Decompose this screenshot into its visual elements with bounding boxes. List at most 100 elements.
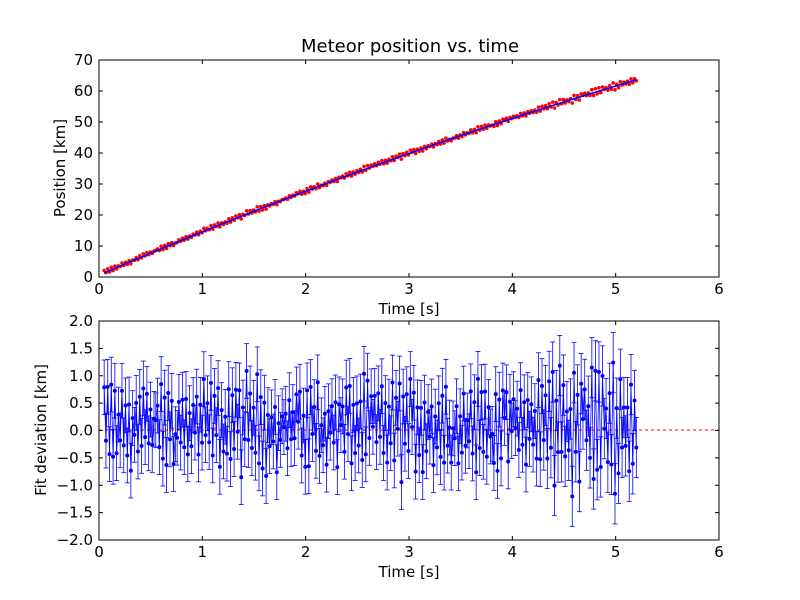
residual-point bbox=[267, 444, 272, 449]
residual-point bbox=[276, 421, 281, 426]
residual-point bbox=[561, 383, 566, 388]
residual-point bbox=[176, 399, 181, 404]
residual-point bbox=[182, 445, 187, 450]
residual-point bbox=[459, 450, 464, 455]
residual-point bbox=[114, 451, 119, 456]
measurement-point bbox=[264, 207, 268, 211]
bottom-ticks: 0 1 2 3 4 5 6 −2.0 −1.5 −1.0 −0.5 0.0 0.5 1.0 1.5 2.0 bbox=[57, 312, 724, 561]
residual-point bbox=[269, 415, 274, 420]
residual-point bbox=[178, 440, 183, 445]
residual-point bbox=[128, 468, 133, 473]
residual-point bbox=[527, 436, 532, 441]
measurement-point bbox=[255, 205, 260, 209]
residual-point bbox=[374, 440, 379, 445]
residual-point bbox=[588, 455, 593, 460]
residual-point bbox=[402, 441, 407, 446]
residual-point bbox=[609, 462, 614, 467]
residual-point bbox=[628, 382, 633, 387]
measurement-point bbox=[607, 83, 612, 88]
residual-point bbox=[531, 442, 536, 447]
measurement-point bbox=[595, 92, 599, 96]
top-axes-frame bbox=[98, 59, 720, 278]
residual-point bbox=[525, 398, 530, 403]
residual-point bbox=[504, 390, 509, 395]
residual-point bbox=[556, 450, 561, 455]
residual-point bbox=[287, 398, 292, 403]
measurement-point bbox=[209, 223, 213, 228]
residual-point bbox=[440, 393, 445, 398]
y-tick-label: 2.0 bbox=[69, 312, 93, 330]
measurement-point bbox=[479, 124, 484, 129]
residual-point bbox=[301, 413, 306, 418]
measurement-point bbox=[504, 116, 509, 120]
residual-point bbox=[194, 394, 199, 399]
residual-point bbox=[137, 394, 142, 399]
residual-point bbox=[520, 442, 525, 447]
residual-point bbox=[324, 462, 329, 467]
x-tick-label: 5 bbox=[611, 280, 621, 298]
residual-point bbox=[180, 397, 185, 402]
residual-point bbox=[586, 404, 591, 409]
residual-point bbox=[614, 406, 619, 411]
residual-point bbox=[148, 407, 153, 412]
residual-point bbox=[207, 440, 212, 445]
residual-point bbox=[208, 380, 213, 385]
measurement-point bbox=[260, 208, 265, 212]
residual-point bbox=[443, 384, 448, 389]
residual-point bbox=[226, 387, 231, 392]
residual-point bbox=[121, 443, 126, 448]
residual-point bbox=[262, 400, 267, 405]
residual-point bbox=[112, 388, 117, 393]
residual-point bbox=[434, 445, 439, 450]
measurement-point bbox=[347, 170, 352, 175]
residual-point bbox=[467, 439, 472, 444]
measurement-point bbox=[298, 189, 302, 194]
residual-point bbox=[184, 396, 189, 401]
y-tick-label: 30 bbox=[74, 175, 93, 193]
residual-point bbox=[326, 409, 331, 414]
residual-point bbox=[447, 425, 452, 430]
residual-point bbox=[203, 433, 208, 438]
measurement-point bbox=[216, 221, 220, 225]
residual-point bbox=[258, 395, 263, 400]
residual-point bbox=[303, 464, 308, 469]
residual-point bbox=[233, 387, 238, 392]
residual-point bbox=[340, 404, 345, 409]
bottom-x-axis-label: Time [s] bbox=[378, 563, 440, 581]
residual-point bbox=[607, 391, 612, 396]
measurement-point bbox=[597, 85, 601, 90]
residual-point bbox=[598, 464, 603, 469]
residual-point bbox=[623, 443, 628, 448]
residual-point bbox=[224, 451, 229, 456]
residual-point bbox=[118, 438, 123, 443]
residual-point bbox=[591, 477, 596, 482]
residual-point bbox=[155, 403, 160, 408]
residual-point bbox=[171, 462, 176, 467]
top-x-axis-label: Time [s] bbox=[378, 300, 440, 318]
measurement-point bbox=[483, 123, 487, 127]
residual-point bbox=[589, 365, 594, 370]
residual-point bbox=[511, 397, 516, 402]
residual-point bbox=[273, 404, 278, 409]
residual-point bbox=[582, 387, 587, 392]
residual-point bbox=[463, 443, 468, 448]
residual-point bbox=[153, 418, 158, 423]
residual-point bbox=[620, 445, 625, 450]
residual-point bbox=[198, 402, 203, 407]
residual-point bbox=[579, 381, 584, 386]
fit-line bbox=[103, 79, 637, 274]
residual-point bbox=[429, 404, 434, 409]
residual-point bbox=[157, 445, 162, 450]
residual-point bbox=[557, 363, 562, 368]
residual-point bbox=[554, 398, 559, 403]
top-chart-title: Meteor position vs. time bbox=[301, 36, 519, 57]
residual-point bbox=[264, 474, 269, 479]
residual-point bbox=[564, 409, 569, 414]
y-tick-label: 20 bbox=[74, 206, 93, 224]
measurement-point bbox=[397, 152, 402, 156]
residual-point bbox=[559, 449, 564, 454]
residual-point bbox=[529, 402, 534, 407]
residual-point bbox=[159, 382, 164, 387]
residual-point bbox=[600, 373, 605, 378]
measurement-point bbox=[611, 81, 615, 85]
